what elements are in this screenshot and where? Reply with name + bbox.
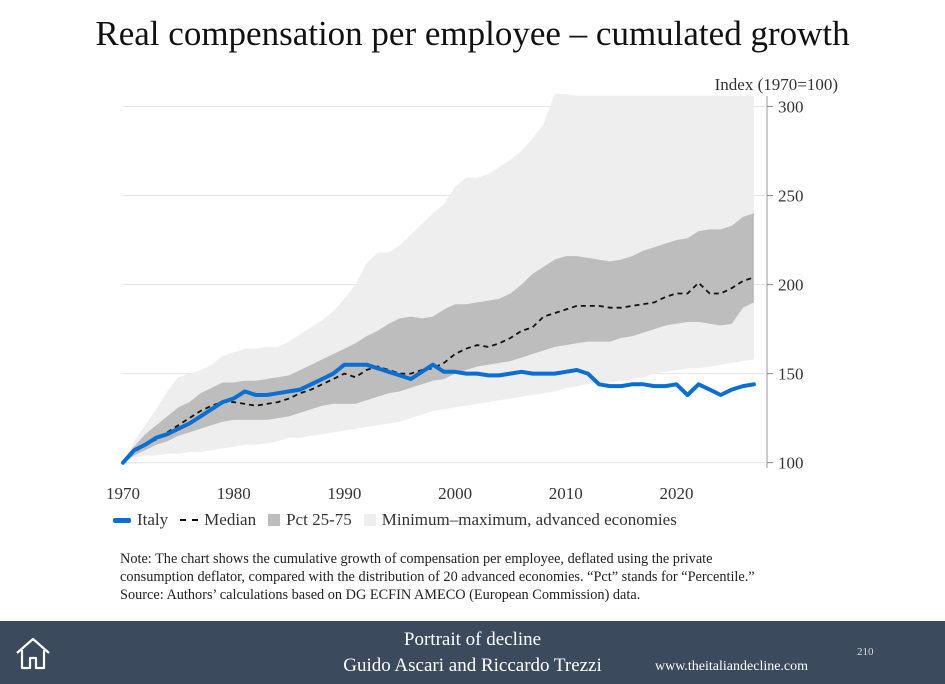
x-tick-label: 2000 — [438, 484, 472, 503]
legend-swatch-minmax — [363, 514, 376, 526]
legend-swatch-median — [180, 519, 199, 521]
legend-label-italy: Italy — [137, 510, 169, 529]
note-line: Note: The chart shows the cumulative gro… — [120, 551, 713, 567]
footer-bar: Portrait of decline Guido Ascari and Ric… — [0, 621, 945, 684]
x-tick-label: 2010 — [549, 484, 583, 503]
footer-authors: Guido Ascari and Riccardo Trezzi — [343, 655, 602, 676]
line-median — [122, 276, 755, 464]
chart-title: Real compensation per employee – cumulat… — [95, 14, 850, 53]
legend-label-pct: Pct 25-75 — [286, 510, 352, 529]
legend: Italy Median Pct 25-75 Minimum–maximum, … — [113, 510, 689, 530]
y-axis-ticks: 100 150 200 250 300 — [767, 97, 804, 473]
y-tick-label: 300 — [778, 97, 804, 116]
footer-title: Portrait of decline — [403, 629, 542, 650]
chart: 100 150 200 250 300 1970 1980 1990 2000 2010 2020… — [106, 75, 838, 503]
x-tick-label: 2020 — [659, 484, 693, 503]
page-number: 210 — [857, 646, 874, 658]
y-tick-label: 150 — [778, 365, 804, 384]
band-min-max — [123, 94, 754, 463]
note-source: Source: Authors’ calculations based on D… — [120, 587, 641, 603]
legend-swatch-pct — [268, 514, 281, 526]
legend-label-minmax: Minimum–maximum, advanced economies — [381, 510, 677, 529]
legend-item-italy: Italy — [113, 510, 168, 530]
y-tick-label: 100 — [778, 454, 804, 473]
chart-note: Note: The chart shows the cumulative gro… — [120, 550, 820, 604]
line-italy — [121, 362, 756, 465]
home-icon[interactable] — [14, 635, 52, 671]
note-line: consumption deflator, compared with the … — [120, 569, 755, 585]
footer-url[interactable]: www.theitaliandecline.com — [655, 659, 809, 674]
legend-label-median: Median — [204, 510, 257, 529]
legend-item-minmax: Minimum–maximum, advanced economies — [363, 510, 677, 530]
x-tick-label: 1980 — [217, 484, 251, 503]
y-axis-label: Index (1970=100) — [715, 75, 838, 94]
y-tick-label: 200 — [778, 276, 804, 295]
legend-swatch-italy — [113, 517, 131, 523]
legend-item-pct: Pct 25-75 — [268, 510, 352, 530]
x-tick-label: 1990 — [327, 484, 361, 503]
legend-item-median: Median — [180, 510, 256, 530]
x-tick-label: 1970 — [106, 484, 140, 503]
y-tick-label: 250 — [778, 187, 804, 206]
band-pct-25-75 — [123, 213, 754, 463]
x-axis-ticks: 1970 1980 1990 2000 2010 2020 — [106, 484, 693, 503]
